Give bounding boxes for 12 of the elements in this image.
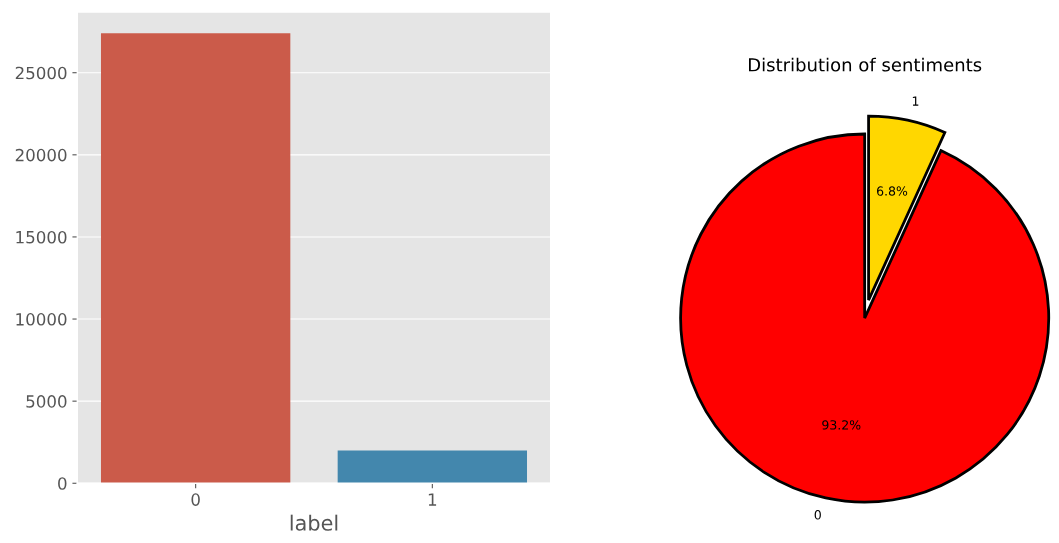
chart-title: Distribution of sentiments — [749, 57, 982, 72]
y-tick-label: 5000 — [26, 395, 67, 408]
y-tick-label: 0 — [58, 477, 67, 490]
data-label: 6.8% — [876, 186, 908, 196]
slice-label: 0 — [814, 510, 821, 520]
x-axis-title: label — [290, 514, 338, 531]
y-tick-label: 20000 — [15, 148, 67, 162]
slice-label: 1 — [912, 96, 919, 106]
y-tick-label: 15000 — [16, 230, 67, 244]
y-tick-label: 25000 — [15, 66, 67, 80]
data-label: 93.2% — [822, 420, 861, 430]
y-tick-label: 10000 — [16, 313, 67, 326]
